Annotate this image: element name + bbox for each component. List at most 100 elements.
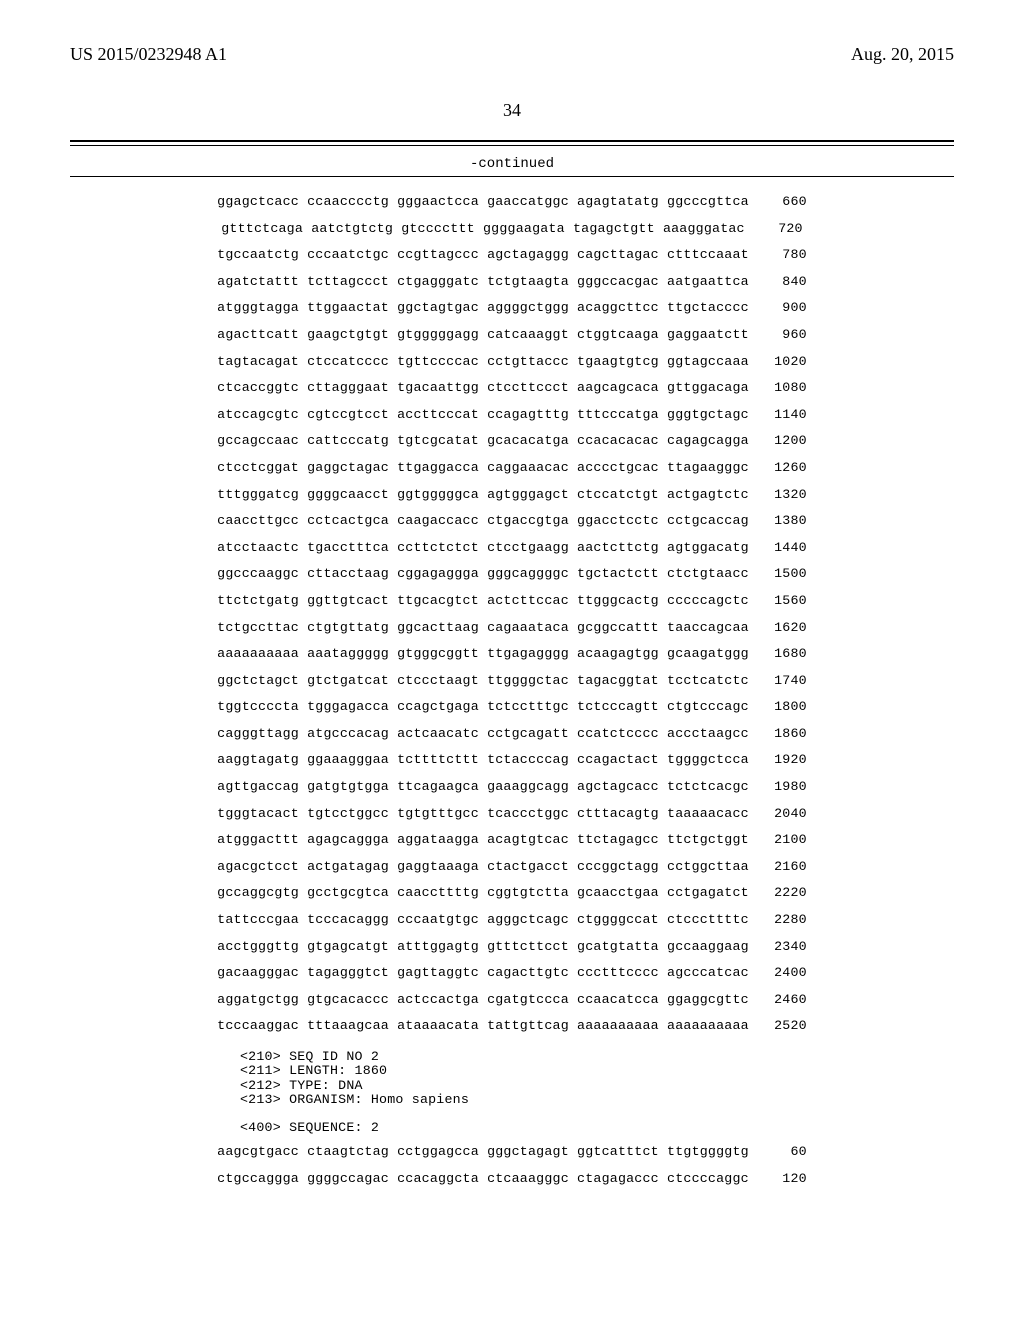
sequence-position: 1440 xyxy=(749,541,807,554)
sequence-position: 960 xyxy=(749,328,807,341)
sequence-position: 1860 xyxy=(749,727,807,740)
sequence-row: caaccttgcc cctcactgca caagaccacc ctgaccg… xyxy=(217,514,807,527)
sequence-position: 2040 xyxy=(749,807,807,820)
page: US 2015/0232948 A1 Aug. 20, 2015 34 -con… xyxy=(0,0,1024,1320)
sequence-position: 1740 xyxy=(749,674,807,687)
sequence-row: atccagcgtc cgtccgtcct accttcccat ccagagt… xyxy=(217,408,807,421)
sequence-row: acctgggttg gtgagcatgt atttggagtg gtttctt… xyxy=(217,940,807,953)
sequence-text: cagggttagg atgcccacag actcaacatc cctgcag… xyxy=(217,727,749,740)
sequence-text: agttgaccag gatgtgtgga ttcagaagca gaaaggc… xyxy=(217,780,749,793)
sequence-row: ctcctcggat gaggctagac ttgaggacca caggaaa… xyxy=(217,461,807,474)
sequence-text: ctcaccggtc cttagggaat tgacaattgg ctccttc… xyxy=(217,381,749,394)
sequence-position: 1020 xyxy=(749,355,807,368)
sequence-row: aaggtagatg ggaaagggaa tcttttcttt tctaccc… xyxy=(217,753,807,766)
sequence-text: atcctaactc tgacctttca ccttctctct ctcctga… xyxy=(217,541,749,554)
sequence-position: 840 xyxy=(749,275,807,288)
sequence-text: ctgccaggga ggggccagac ccacaggcta ctcaaag… xyxy=(217,1172,749,1185)
sequence-position: 900 xyxy=(749,301,807,314)
sequence-row: tggtccccta tgggagacca ccagctgaga tctcctt… xyxy=(217,700,807,713)
meta-line: <400> SEQUENCE: 2 xyxy=(240,1121,784,1134)
sequence-row: gccaggcgtg gcctgcgtca caaccttttg cggtgtc… xyxy=(217,886,807,899)
sequence-position: 2160 xyxy=(749,860,807,873)
sequence-text: gtttctcaga aatctgtctg gtccccttt ggggaaga… xyxy=(221,222,744,235)
sequence-row: ggctctagct gtctgatcat ctccctaagt ttggggc… xyxy=(217,674,807,687)
meta-line: <210> SEQ ID NO 2 xyxy=(240,1050,784,1063)
sequence-text: tcccaaggac tttaaagcaa ataaaacata tattgtt… xyxy=(217,1019,749,1032)
sequence-position: 2520 xyxy=(749,1019,807,1032)
sequence-text: acctgggttg gtgagcatgt atttggagtg gtttctt… xyxy=(217,940,749,953)
sequence-row: cagggttagg atgcccacag actcaacatc cctgcag… xyxy=(217,727,807,740)
continued-label: -continued xyxy=(0,156,1024,172)
sequence-row: tagtacagat ctccatcccc tgttccccac cctgtta… xyxy=(217,355,807,368)
sequence-text: aaaaaaaaaa aaataggggg gtgggcggtt ttgagag… xyxy=(217,647,749,660)
sequence-row: tgccaatctg cccaatctgc ccgttagccc agctaga… xyxy=(217,248,807,261)
sequence-row: agttgaccag gatgtgtgga ttcagaagca gaaaggc… xyxy=(217,780,807,793)
sequence-text: tgccaatctg cccaatctgc ccgttagccc agctaga… xyxy=(217,248,749,261)
sequence-position: 120 xyxy=(749,1172,807,1185)
sequence-text: tattcccgaa tcccacaggg cccaatgtgc agggctc… xyxy=(217,913,749,926)
sequence-row: aaaaaaaaaa aaataggggg gtgggcggtt ttgagag… xyxy=(217,647,807,660)
sequence-block: ggagctcacc ccaacccctg gggaactcca gaaccat… xyxy=(0,195,1024,1199)
sequence-text: atccagcgtc cgtccgtcct accttcccat ccagagt… xyxy=(217,408,749,421)
sequence-position: 1560 xyxy=(749,594,807,607)
sequence-row: ggagctcacc ccaacccctg gggaactcca gaaccat… xyxy=(217,195,807,208)
meta-line: <212> TYPE: DNA xyxy=(240,1079,784,1092)
sequence-text: caaccttgcc cctcactgca caagaccacc ctgaccg… xyxy=(217,514,749,527)
sequence-position: 2340 xyxy=(749,940,807,953)
sequence-header: <400> SEQUENCE: 2 xyxy=(240,1121,784,1135)
sequence-position: 2100 xyxy=(749,833,807,846)
sequence-text: ggcccaaggc cttacctaag cggagaggga gggcagg… xyxy=(217,567,749,580)
sequence-text: aagcgtgacc ctaagtctag cctggagcca gggctag… xyxy=(217,1145,749,1158)
sequence-text: aggatgctgg gtgcacaccc actccactga cgatgtc… xyxy=(217,993,749,1006)
sequence-position: 1800 xyxy=(749,700,807,713)
sequence-row: agatctattt tcttagccct ctgagggatc tctgtaa… xyxy=(217,275,807,288)
meta-line: <211> LENGTH: 1860 xyxy=(240,1064,784,1077)
sequence-position: 1620 xyxy=(749,621,807,634)
sequence-row: tgggtacact tgtcctggcc tgtgtttgcc tcaccct… xyxy=(217,807,807,820)
publication-number: US 2015/0232948 A1 xyxy=(70,44,227,65)
sequence-text: agatctattt tcttagccct ctgagggatc tctgtaa… xyxy=(217,275,749,288)
page-number: 34 xyxy=(0,100,1024,121)
sequence-position: 1980 xyxy=(749,780,807,793)
sequence-position: 1320 xyxy=(749,488,807,501)
sequence-position: 660 xyxy=(749,195,807,208)
sequence-text: atgggtagga ttggaactat ggctagtgac aggggct… xyxy=(217,301,749,314)
sequence-row: gccagccaac cattcccatg tgtcgcatat gcacaca… xyxy=(217,434,807,447)
meta-line: <213> ORGANISM: Homo sapiens xyxy=(240,1093,784,1106)
sequence-text: gccagccaac cattcccatg tgtcgcatat gcacaca… xyxy=(217,434,749,447)
sequence-text: tgggtacact tgtcctggcc tgtgtttgcc tcaccct… xyxy=(217,807,749,820)
sequence-position: 780 xyxy=(749,248,807,261)
sequence-row: tttgggatcg ggggcaacct ggtgggggca agtggga… xyxy=(217,488,807,501)
sequence-position: 720 xyxy=(745,222,803,235)
sequence-row: gacaagggac tagagggtct gagttaggtc cagactt… xyxy=(217,966,807,979)
sequence-position: 1920 xyxy=(749,753,807,766)
sequence-position: 2400 xyxy=(749,966,807,979)
sequence-text: ttctctgatg ggttgtcact ttgcacgtct actcttc… xyxy=(217,594,749,607)
sequence-text: agacttcatt gaagctgtgt gtgggggagg catcaaa… xyxy=(217,328,749,341)
sequence-row: agacgctcct actgatagag gaggtaaaga ctactga… xyxy=(217,860,807,873)
sequence-position: 1680 xyxy=(749,647,807,660)
sequence-meta: <210> SEQ ID NO 2<211> LENGTH: 1860 <212>… xyxy=(240,1050,784,1107)
sequence-text: ggagctcacc ccaacccctg gggaactcca gaaccat… xyxy=(217,195,749,208)
sequence-text: tggtccccta tgggagacca ccagctgaga tctcctt… xyxy=(217,700,749,713)
sequence-row: tcccaaggac tttaaagcaa ataaaacata tattgtt… xyxy=(217,1019,807,1032)
page-header: US 2015/0232948 A1 Aug. 20, 2015 xyxy=(0,44,1024,65)
publication-date: Aug. 20, 2015 xyxy=(851,44,954,65)
sequence-text: agacgctcct actgatagag gaggtaaaga ctactga… xyxy=(217,860,749,873)
sequence-text: tttgggatcg ggggcaacct ggtgggggca agtggga… xyxy=(217,488,749,501)
sequence-position: 1140 xyxy=(749,408,807,421)
sequence-row: atgggacttt agagcaggga aggataagga acagtgt… xyxy=(217,833,807,846)
sequence-position: 1260 xyxy=(749,461,807,474)
sequence-row: agacttcatt gaagctgtgt gtgggggagg catcaaa… xyxy=(217,328,807,341)
sequence-row: aggatgctgg gtgcacaccc actccactga cgatgtc… xyxy=(217,993,807,1006)
sequence-row: aagcgtgacc ctaagtctag cctggagcca gggctag… xyxy=(217,1145,807,1158)
sequence-text: gacaagggac tagagggtct gagttaggtc cagactt… xyxy=(217,966,749,979)
sequence-row: ctgccaggga ggggccagac ccacaggcta ctcaaag… xyxy=(217,1172,807,1185)
sequence-row: ggcccaaggc cttacctaag cggagaggga gggcagg… xyxy=(217,567,807,580)
sequence-position: 2280 xyxy=(749,913,807,926)
sequence-row: tctgccttac ctgtgttatg ggcacttaag cagaaat… xyxy=(217,621,807,634)
sequence-position: 1080 xyxy=(749,381,807,394)
sequence-text: tagtacagat ctccatcccc tgttccccac cctgtta… xyxy=(217,355,749,368)
sequence-position: 2220 xyxy=(749,886,807,899)
sequence-text: gccaggcgtg gcctgcgtca caaccttttg cggtgtc… xyxy=(217,886,749,899)
